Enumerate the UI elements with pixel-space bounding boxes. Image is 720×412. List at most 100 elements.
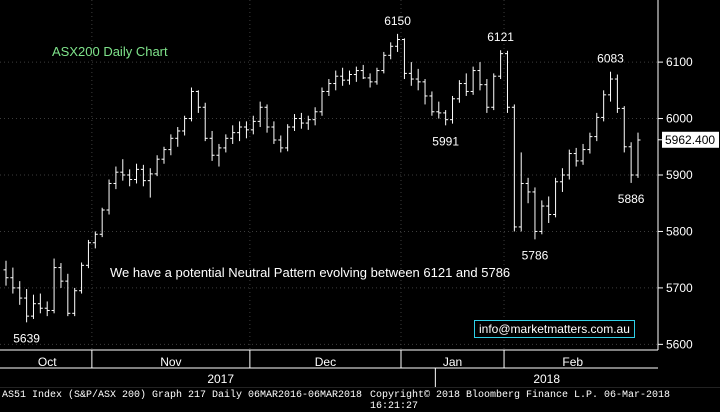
- ohlc-bar: [381, 51, 387, 74]
- price-label: 6083: [597, 52, 624, 66]
- ohlc-bar: [79, 262, 85, 294]
- ohlc-bar: [127, 169, 133, 187]
- ohlc-bar: [195, 90, 201, 113]
- ohlc-bar: [257, 101, 263, 128]
- footer-copyright: Copyright© 2018 Bloomberg Finance L.P. 0…: [370, 390, 671, 412]
- ohlc-bar: [346, 70, 352, 85]
- ohlc-bars: [3, 33, 641, 323]
- ohlc-bar: [463, 73, 469, 96]
- ohlc-bar: [264, 104, 270, 133]
- ohlc-bar: [188, 87, 194, 122]
- ohlc-bar: [566, 149, 572, 180]
- ohlc-bar: [216, 143, 222, 167]
- ohlc-bar: [539, 200, 545, 235]
- ohlc-bar: [614, 74, 620, 113]
- ohlc-bar: [230, 125, 236, 144]
- ohlc-bar: [147, 168, 153, 198]
- ohlc-bar: [292, 114, 298, 131]
- ohlc-bar: [353, 66, 359, 82]
- footer-bar: AS51 Index (S&P/ASX 200) Graph 217 Daily…: [0, 387, 720, 412]
- ohlc-bar: [573, 147, 579, 167]
- price-label: 5786: [522, 248, 549, 262]
- ohlc-bar: [401, 38, 407, 80]
- ohlc-bar: [271, 121, 277, 144]
- ohlc-bar: [106, 179, 112, 215]
- y-tick-label: 5800: [666, 224, 693, 238]
- x-month-label: Oct: [38, 355, 57, 369]
- ohlc-bar: [250, 115, 256, 135]
- ohlc-bar: [223, 134, 229, 153]
- ohlc-bar: [511, 104, 517, 232]
- ohlc-bar: [587, 132, 593, 154]
- ohlc-bar: [443, 110, 449, 126]
- footer-source: AS51 Index (S&P/ASX 200) Graph 217 Daily…: [2, 390, 363, 401]
- ohlc-bar: [367, 73, 373, 88]
- ohlc-bar: [415, 68, 421, 91]
- ohlc-bar: [58, 263, 64, 288]
- ohlc-bar: [65, 273, 71, 317]
- ohlc-bar: [182, 115, 188, 136]
- ohlc-bar: [470, 66, 476, 95]
- ohlc-bar: [559, 168, 565, 192]
- ohlc-bar: [635, 132, 641, 178]
- ohlc-bar: [140, 164, 146, 187]
- x-month-label: Feb: [562, 355, 583, 369]
- ohlc-bar: [504, 50, 510, 113]
- ohlc-bar: [243, 121, 249, 139]
- ohlc-bar: [17, 281, 23, 305]
- y-tick-label: 6100: [666, 55, 693, 69]
- ohlc-bar: [24, 289, 30, 323]
- ohlc-bar: [580, 143, 586, 165]
- ohlc-bar: [553, 177, 559, 218]
- ohlc-bar: [326, 79, 332, 96]
- ohlc-bar: [422, 79, 428, 105]
- ohlc-bar: [202, 102, 208, 142]
- ohlc-bar: [333, 70, 339, 91]
- ohlc-bar: [608, 71, 614, 102]
- chart-annotation: We have a potential Neutral Pattern evol…: [110, 265, 511, 280]
- ohlc-bar: [436, 101, 442, 119]
- ohlc-bar: [628, 142, 634, 183]
- x-year-label: 2017: [207, 372, 234, 386]
- ohlc-bar: [161, 146, 167, 164]
- ohlc-bar: [175, 127, 181, 147]
- ohlc-bar: [278, 135, 284, 153]
- price-label: 5886: [618, 192, 645, 206]
- price-label: 5991: [432, 134, 459, 148]
- ohlc-bar: [51, 258, 57, 314]
- chart-title: ASX200 Daily Chart: [52, 44, 168, 59]
- last-price-label: 5962.400: [665, 133, 715, 147]
- ohlc-bar: [113, 166, 119, 190]
- ohlc-bar: [3, 260, 9, 286]
- ohlc-bar: [395, 33, 401, 52]
- x-year-label: 2018: [533, 372, 560, 386]
- y-tick-label: 5600: [666, 337, 693, 351]
- grid-lines: [0, 0, 658, 350]
- ohlc-bar: [340, 67, 346, 86]
- ohlc-bar: [319, 87, 325, 116]
- contact-email[interactable]: info@marketmatters.com.au: [474, 320, 635, 338]
- y-tick-label: 5700: [666, 281, 693, 295]
- ohlc-bar: [429, 91, 435, 116]
- y-tick-label: 6000: [666, 112, 693, 126]
- ohlc-bar: [621, 106, 627, 153]
- ohlc-bar: [99, 207, 105, 238]
- ohlc-bar: [484, 79, 490, 113]
- ohlc-bar: [285, 124, 291, 152]
- ohlc-bar: [388, 42, 394, 60]
- ohlc-bar: [374, 67, 380, 85]
- ohlc-bar: [72, 287, 78, 317]
- ohlc-bar: [532, 187, 538, 240]
- ohlc-bar: [360, 64, 366, 80]
- ohlc-bar: [498, 50, 504, 80]
- ohlc-bar: [491, 73, 497, 111]
- ohlc-bar: [10, 267, 16, 294]
- ohlc-bar: [450, 95, 456, 124]
- ohlc-bar: [134, 163, 140, 184]
- ohlc-bar: [312, 107, 318, 126]
- ohlc-bar: [237, 121, 243, 142]
- ohlc-bar: [408, 62, 414, 86]
- ohlc-bar: [594, 112, 600, 142]
